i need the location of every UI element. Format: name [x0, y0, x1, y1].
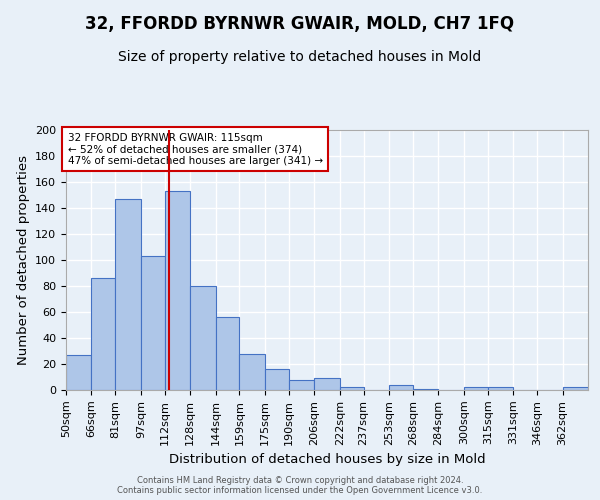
Bar: [314, 378, 340, 390]
Text: 32, FFORDD BYRNWR GWAIR, MOLD, CH7 1FQ: 32, FFORDD BYRNWR GWAIR, MOLD, CH7 1FQ: [85, 15, 515, 33]
Bar: [265, 369, 289, 390]
Y-axis label: Number of detached properties: Number of detached properties: [17, 155, 29, 365]
Text: Size of property relative to detached houses in Mold: Size of property relative to detached ho…: [118, 50, 482, 64]
Bar: [464, 388, 488, 390]
Bar: [389, 385, 413, 390]
Bar: [141, 256, 164, 390]
Bar: [488, 388, 513, 390]
Bar: [215, 317, 239, 390]
Text: 32 FFORDD BYRNWR GWAIR: 115sqm
← 52% of detached houses are smaller (374)
47% of: 32 FFORDD BYRNWR GWAIR: 115sqm ← 52% of …: [68, 132, 323, 166]
Bar: [164, 191, 190, 390]
Bar: [413, 388, 439, 390]
Bar: [563, 388, 588, 390]
Text: Contains HM Land Registry data © Crown copyright and database right 2024.
Contai: Contains HM Land Registry data © Crown c…: [118, 476, 482, 495]
Bar: [190, 286, 215, 390]
Bar: [115, 199, 141, 390]
Bar: [340, 388, 364, 390]
Bar: [66, 355, 91, 390]
Bar: [289, 380, 314, 390]
Bar: [91, 278, 115, 390]
Bar: [239, 354, 265, 390]
X-axis label: Distribution of detached houses by size in Mold: Distribution of detached houses by size …: [169, 453, 485, 466]
